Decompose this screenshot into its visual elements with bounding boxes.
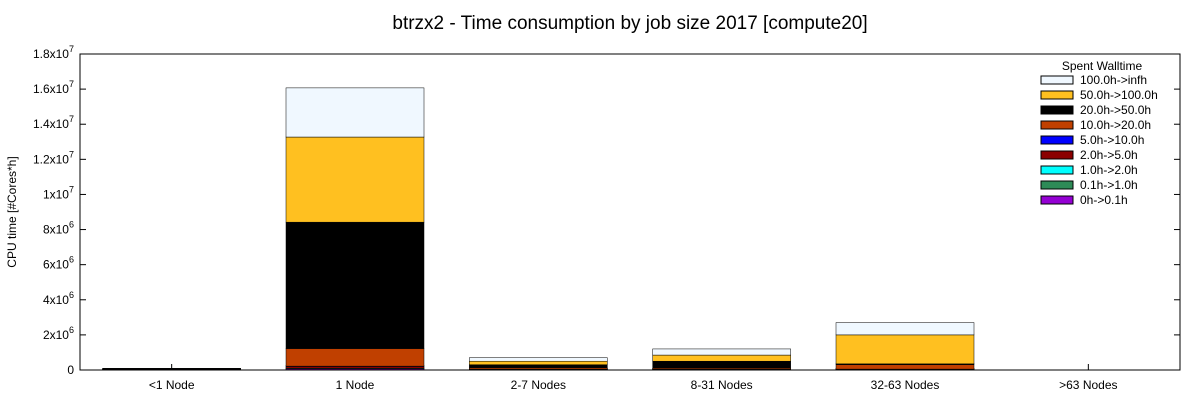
y-tick-label-base: 1.4x10	[33, 117, 69, 131]
bar-segment	[102, 368, 241, 370]
y-tick-label-exponent: 7	[69, 149, 74, 159]
legend-swatch	[1040, 195, 1074, 205]
x-tick-label: 1 Node	[336, 378, 375, 392]
legend-swatch	[1040, 135, 1074, 145]
y-tick-label-base: 4x10	[43, 293, 69, 307]
y-tick-label: 1.8x107	[33, 44, 74, 61]
legend-swatch	[1040, 150, 1074, 160]
y-tick-label-exponent: 7	[69, 184, 74, 194]
bar-segment	[285, 87, 425, 138]
y-tick-label: 1.6x107	[33, 79, 74, 96]
legend-swatch	[1040, 180, 1074, 190]
y-tick-label-exponent: 6	[69, 290, 74, 300]
x-tick-label: >63 Nodes	[1059, 378, 1117, 392]
bar-segment	[285, 136, 425, 223]
y-axis-ticks: 02x1064x1066x1068x1061x1071.2x1071.4x107…	[33, 44, 1180, 377]
legend-label: 5.0h->10.0h	[1080, 133, 1144, 147]
y-tick-label: 0	[67, 363, 74, 377]
y-tick-label: 8x106	[43, 220, 74, 237]
y-axis-label: CPU time [#Cores*h]	[5, 156, 19, 267]
plot-frame	[79, 53, 1181, 371]
x-tick-label: 32-63 Nodes	[871, 378, 940, 392]
y-tick-label-base: 1.2x10	[33, 152, 69, 166]
y-tick-label: 6x106	[43, 255, 74, 272]
x-tick-label: 2-7 Nodes	[511, 378, 566, 392]
legend-swatch	[1040, 75, 1074, 85]
legend-label: 100.0h->infh	[1080, 73, 1147, 87]
y-tick-label-base: 1.6x10	[33, 82, 69, 96]
bar-segment	[285, 221, 425, 349]
y-tick-label: 4x106	[43, 290, 74, 307]
y-tick-label-exponent: 7	[69, 44, 74, 54]
legend-label: 10.0h->20.0h	[1080, 118, 1151, 132]
bar-segment	[652, 348, 791, 356]
y-tick-label-exponent: 6	[69, 220, 74, 230]
legend-title: Spent Walltime	[1062, 59, 1143, 73]
bar-segment	[469, 360, 608, 365]
x-tick-label: 8-31 Nodes	[691, 378, 753, 392]
y-tick-label-base: 2x10	[43, 328, 69, 342]
legend-items: 100.0h->infh50.0h->100.0h20.0h->50.0h10.…	[1040, 73, 1158, 207]
bar-segment	[285, 366, 425, 369]
legend: Spent Walltime 100.0h->infh50.0h->100.0h…	[1040, 59, 1158, 207]
x-tick-label: <1 Node	[149, 378, 195, 392]
legend-swatch	[1040, 90, 1074, 100]
bar-segment	[652, 354, 791, 362]
bar-segment	[285, 348, 425, 367]
legend-label: 2.0h->5.0h	[1080, 148, 1138, 162]
bar-segment	[835, 322, 975, 336]
y-tick-label-base: 1.8x10	[33, 47, 69, 61]
y-tick-label: 1.2x107	[33, 149, 74, 166]
legend-label: 1.0h->2.0h	[1080, 163, 1138, 177]
y-tick-label-base: 6x10	[43, 258, 69, 272]
chart-title: btrzx2 - Time consumption by job size 20…	[392, 13, 867, 34]
legend-label: 50.0h->100.0h	[1080, 88, 1158, 102]
y-tick-label: 1x107	[43, 184, 74, 201]
y-tick-label-base: 0	[67, 363, 74, 377]
y-tick-label-exponent: 7	[69, 114, 74, 124]
y-tick-label-base: 8x10	[43, 223, 69, 237]
legend-swatch	[1040, 165, 1074, 175]
legend-label: 0h->0.1h	[1080, 193, 1128, 207]
y-tick-label-base: 1x10	[43, 187, 69, 201]
bars	[102, 87, 975, 371]
bar-segment	[652, 360, 791, 369]
y-tick-label-exponent: 6	[69, 255, 74, 265]
y-tick-label: 1.4x107	[33, 114, 74, 131]
legend-swatch	[1040, 120, 1074, 130]
legend-label: 0.1h->1.0h	[1080, 178, 1138, 192]
bar-segment	[835, 364, 975, 370]
y-tick-label-exponent: 7	[69, 79, 74, 89]
y-tick-label-exponent: 6	[69, 325, 74, 335]
bar-segment	[469, 357, 608, 362]
y-tick-label: 2x106	[43, 325, 74, 342]
bar-segment	[469, 364, 608, 369]
legend-label: 20.0h->50.0h	[1080, 103, 1151, 117]
legend-swatch	[1040, 105, 1074, 115]
bar-segment	[835, 334, 975, 365]
